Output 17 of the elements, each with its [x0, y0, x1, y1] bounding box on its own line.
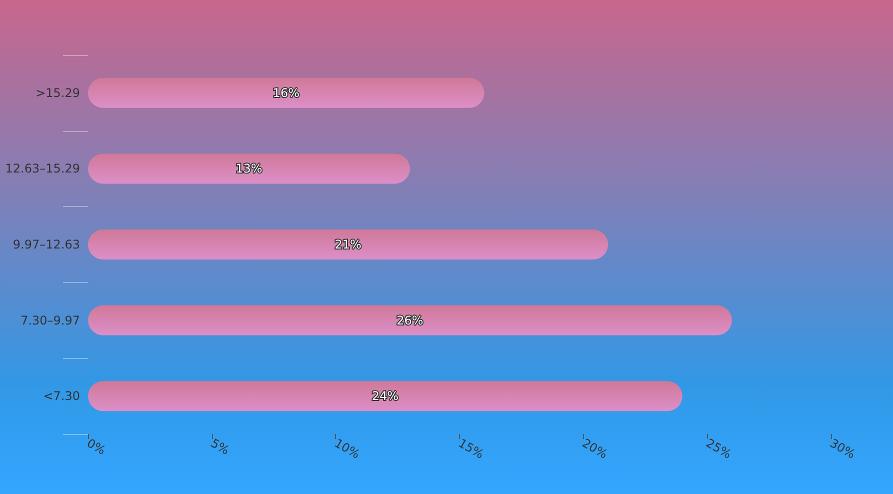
data-label: 16%: [272, 86, 300, 100]
y-tick-label: 9.97–12.63: [12, 238, 80, 252]
x-tick-label: 20%: [580, 436, 610, 462]
data-label: 24%: [372, 389, 399, 404]
data-label: 26%: [396, 313, 424, 328]
x-tick-label: 25%: [704, 436, 734, 462]
x-tick-label: 30%: [828, 436, 858, 462]
y-tick-label: >15.29: [36, 86, 80, 100]
y-tick-label: 12.63–15.29: [5, 162, 80, 176]
x-tick-label: 5%: [208, 436, 232, 458]
y-tick-label: <7.30: [43, 389, 80, 404]
x-tick-label: 15%: [456, 436, 486, 462]
data-label: 13%: [236, 162, 262, 176]
x-tick-label: 10%: [332, 436, 362, 462]
data-label: 21%: [334, 238, 362, 252]
y-tick-label: 7.30–9.97: [20, 313, 80, 328]
x-tick-label: 0%: [84, 436, 108, 458]
